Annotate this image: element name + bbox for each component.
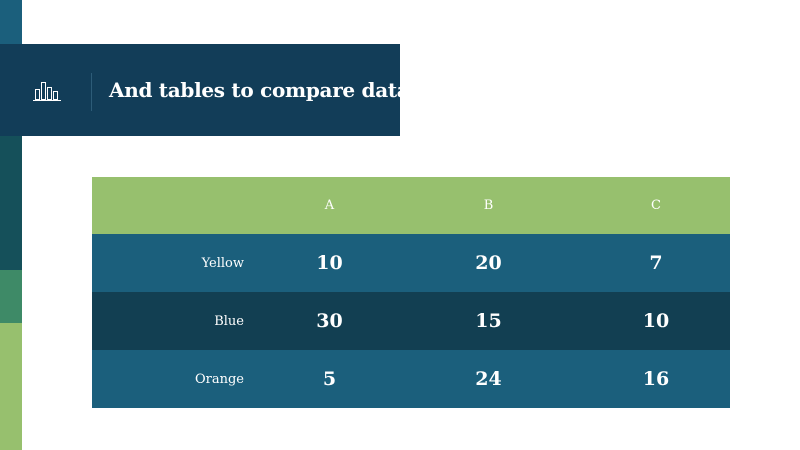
side-strip-green xyxy=(0,323,22,450)
comparison-table: A B C Yellow 10 20 7 Blue 30 15 10 Orang… xyxy=(92,177,730,408)
table-cell: 10 xyxy=(316,252,343,274)
table-header-row: A B C xyxy=(92,177,730,234)
table-cell: 15 xyxy=(475,310,502,332)
table-row: Orange 5 24 16 xyxy=(92,350,730,408)
table-cell: 30 xyxy=(316,310,343,332)
table-row: Blue 30 15 10 xyxy=(92,292,730,350)
side-strip-dark-teal xyxy=(0,136,22,270)
table-cell: 16 xyxy=(642,368,670,390)
row-label-blue: Blue xyxy=(214,313,244,329)
title-divider xyxy=(91,73,92,111)
table-cell: 20 xyxy=(475,252,502,274)
bar-chart-icon xyxy=(33,82,61,101)
row-label-yellow: Yellow xyxy=(201,255,244,271)
table-header-c: C xyxy=(651,198,661,213)
side-strip-mid-green xyxy=(0,270,22,323)
table-row: Yellow 10 20 7 xyxy=(92,234,730,292)
table-cell: 7 xyxy=(649,252,663,274)
table-cell: 24 xyxy=(475,368,502,390)
slide-title: And tables to compare data xyxy=(109,78,410,102)
table-header-blank xyxy=(92,177,264,234)
side-strip-teal xyxy=(0,0,22,44)
table-header-a: A xyxy=(324,198,335,213)
table-header-b: B xyxy=(483,198,494,213)
table-cell: 5 xyxy=(322,368,337,390)
row-label-orange: Orange xyxy=(194,371,244,387)
title-bar xyxy=(0,44,400,136)
table-cell: 10 xyxy=(642,310,670,332)
